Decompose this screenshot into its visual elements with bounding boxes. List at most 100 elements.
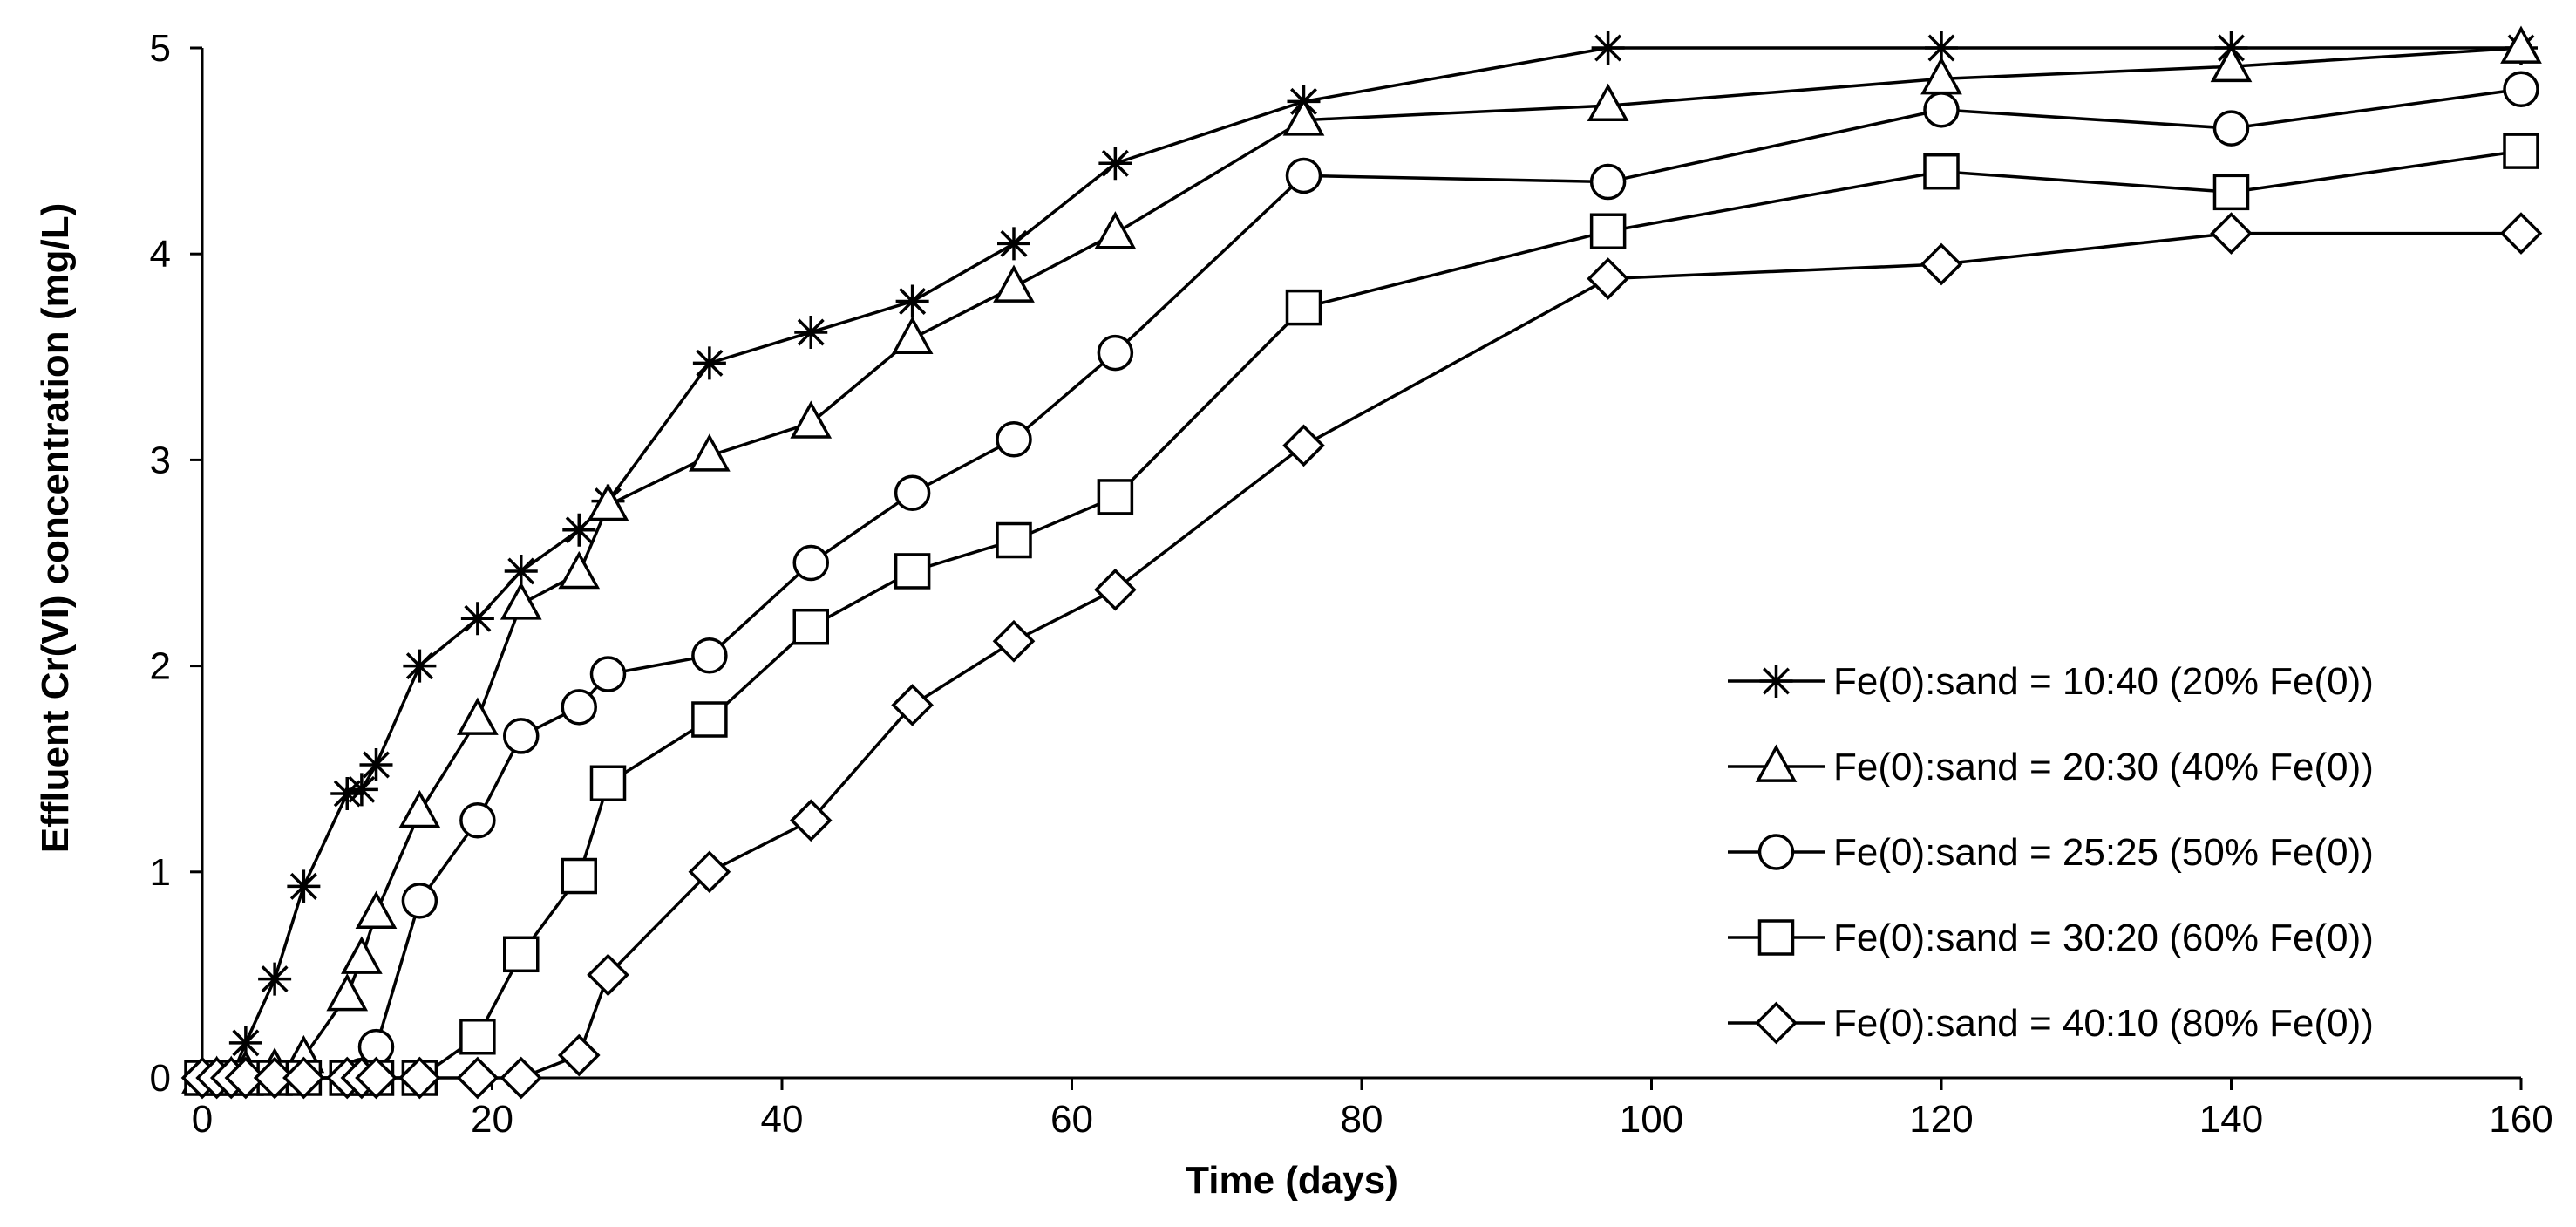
data-point-square — [1285, 289, 1322, 326]
data-point-diamond — [224, 1056, 268, 1100]
data-point-diamond — [1587, 257, 1629, 300]
data-point-triangle — [398, 789, 441, 828]
data-point-asterisk — [895, 284, 929, 318]
data-point-asterisk — [692, 346, 726, 380]
x-tick-label: 0 — [192, 1098, 213, 1141]
data-point-triangle — [2500, 25, 2542, 64]
data-point-asterisk — [1759, 665, 1793, 698]
data-point-square — [561, 857, 597, 895]
data-point-triangle — [558, 550, 601, 590]
x-tick-label: 80 — [1341, 1098, 1383, 1141]
legend-item: Fe(0):sand = 10:40 (20% Fe(0)) — [1728, 660, 2374, 703]
data-point-triangle — [326, 973, 369, 1012]
data-point-circle — [792, 544, 829, 582]
y-axis-title: Effluent Cr(VI) concentration (mg/L) — [34, 203, 77, 854]
data-point-square — [503, 936, 540, 973]
data-point-square — [1589, 213, 1627, 249]
data-point-diamond — [891, 684, 934, 726]
data-point-circle — [894, 474, 931, 511]
data-point-square — [1757, 919, 1795, 956]
data-point-triangle — [2210, 44, 2253, 83]
data-point-square — [2212, 174, 2250, 211]
data-point-asterisk — [997, 227, 1030, 261]
data-point-diamond — [398, 1056, 441, 1100]
legend-label: Fe(0):sand = 30:20 (60% Fe(0)) — [1833, 917, 2374, 959]
legend-label: Fe(0):sand = 25:25 (50% Fe(0)) — [1833, 831, 2374, 874]
x-tick-label: 60 — [1050, 1098, 1093, 1141]
data-point-triangle — [1920, 56, 1962, 95]
data-point-asterisk — [1098, 147, 1132, 181]
data-point-diamond — [1094, 568, 1137, 611]
data-point-diamond — [456, 1056, 500, 1100]
y-tick-label: 1 — [150, 851, 171, 894]
data-point-circle — [401, 883, 438, 919]
series-line — [202, 46, 2521, 1080]
data-point-circle — [2503, 71, 2539, 107]
x-axis-title: Time (days) — [1186, 1159, 1398, 1202]
data-point-diamond — [789, 799, 833, 842]
legend-label: Fe(0):sand = 20:30 (40% Fe(0)) — [1833, 746, 2374, 788]
data-point-circle — [691, 637, 728, 674]
data-point-circle — [1589, 163, 1627, 201]
data-point-triangle — [341, 936, 383, 974]
data-point-asterisk — [258, 962, 292, 996]
data-point-circle — [1285, 157, 1322, 194]
data-point-asterisk — [1925, 31, 1958, 65]
data-point-asterisk — [403, 649, 437, 683]
data-point-asterisk — [359, 747, 393, 781]
data-point-square — [792, 608, 829, 645]
data-point-diamond — [1282, 424, 1325, 467]
y-tick-label: 2 — [150, 645, 171, 688]
data-point-circle — [996, 421, 1032, 458]
data-point-square — [996, 521, 1032, 559]
data-point-triangle — [689, 433, 731, 472]
data-point-diamond — [2210, 212, 2253, 255]
data-point-asterisk — [344, 773, 378, 807]
data-point-triangle — [891, 316, 934, 354]
data-point-circle — [503, 718, 540, 754]
data-point-square — [1923, 153, 1960, 190]
data-point-asterisk — [1591, 31, 1625, 65]
data-point-asterisk — [330, 777, 364, 811]
legend-item: Fe(0):sand = 30:20 (60% Fe(0)) — [1728, 917, 2374, 959]
y-tick-label: 3 — [150, 439, 171, 481]
y-ticks: 0 1 2 3 4 5 — [150, 27, 202, 1100]
plot-area: 0 1 2 3 4 5 0 20 40 60 80 100 120 140 160 — [150, 25, 2553, 1141]
data-point-circle — [589, 656, 627, 692]
data-point-diamond — [1755, 1001, 1798, 1045]
data-point-square — [2503, 133, 2539, 169]
x-tick-label: 160 — [2489, 1098, 2552, 1141]
series-1 — [186, 31, 2538, 1094]
data-point-circle — [459, 802, 496, 839]
data-point-diamond — [1920, 242, 1963, 286]
data-point-asterisk — [460, 602, 494, 636]
data-point-triangle — [993, 264, 1035, 303]
data-point-triangle — [500, 582, 542, 620]
data-point-diamond — [500, 1056, 543, 1100]
data-point-square — [589, 765, 627, 801]
x-tick-label: 40 — [761, 1098, 804, 1141]
data-point-diamond — [253, 1056, 296, 1100]
data-point-diamond — [2499, 212, 2543, 255]
legend-label: Fe(0):sand = 10:40 (20% Fe(0)) — [1833, 660, 2374, 703]
legend-item: Fe(0):sand = 20:30 (40% Fe(0)) — [1728, 744, 2374, 788]
data-point-diamond — [557, 1033, 601, 1077]
y-tick-label: 4 — [150, 233, 171, 276]
data-point-asterisk — [287, 869, 321, 903]
legend-item: Fe(0):sand = 40:10 (80% Fe(0)) — [1728, 1001, 2374, 1045]
x-tick-label: 100 — [1620, 1098, 1683, 1141]
data-point-triangle — [1282, 98, 1325, 136]
data-point-triangle — [355, 890, 398, 929]
x-ticks: 0 20 40 60 80 100 120 140 160 — [192, 1078, 2553, 1141]
y-tick-label: 5 — [150, 27, 171, 70]
data-point-triangle — [1755, 744, 1798, 782]
data-point-square — [894, 553, 931, 590]
data-point-diamond — [688, 850, 731, 894]
legend: Fe(0):sand = 10:40 (20% Fe(0)) Fe(0):sand… — [1728, 660, 2374, 1045]
data-point-asterisk — [562, 513, 596, 547]
data-point-triangle — [790, 400, 833, 439]
series-layer — [180, 25, 2543, 1100]
data-point-triangle — [587, 482, 629, 521]
data-point-square — [1097, 479, 1134, 515]
